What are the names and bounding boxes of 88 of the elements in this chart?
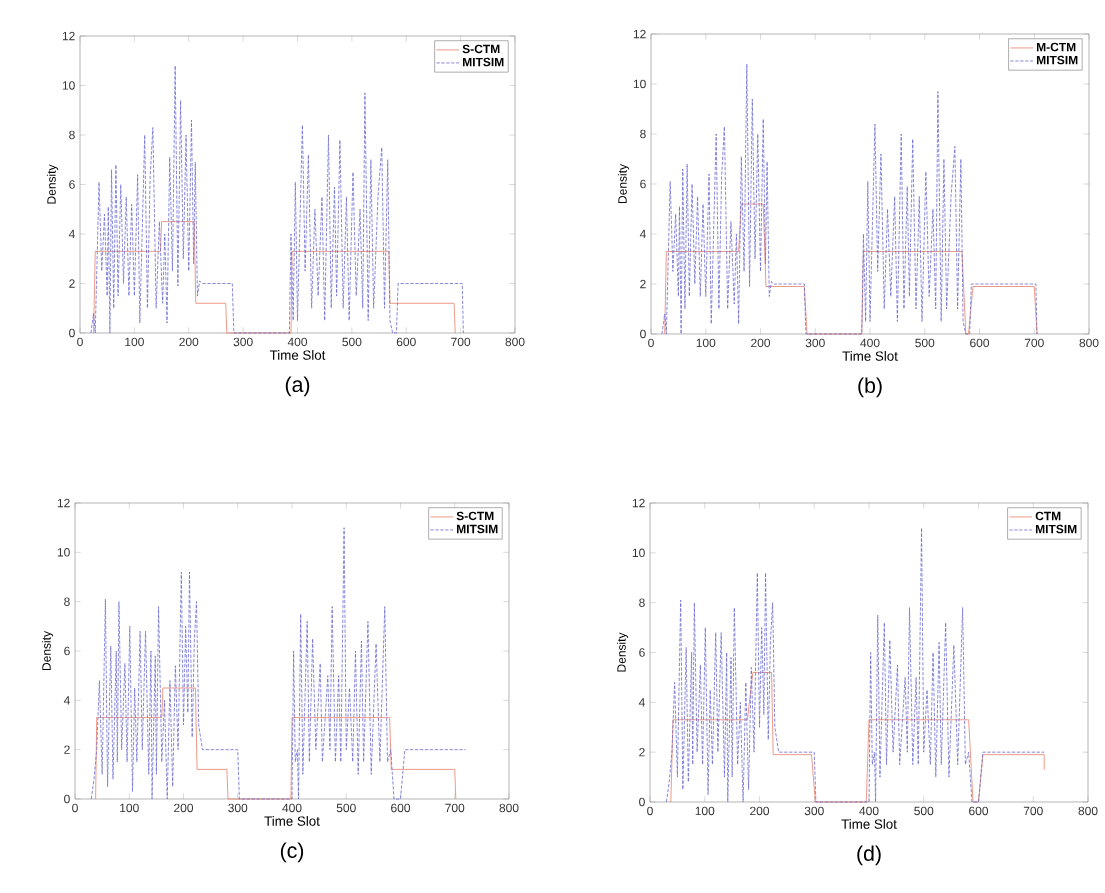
y-tick-label: 12	[632, 498, 645, 508]
x-tick-label: 600	[969, 806, 989, 816]
legend-label: MITSIM	[463, 57, 504, 67]
y-tick-label: 0	[69, 328, 75, 338]
legend-label: S-CTM	[456, 511, 494, 521]
x-tick-label: 800	[505, 337, 525, 347]
x-tick-label: 300	[804, 806, 824, 816]
x-tick-label: 700	[1023, 806, 1043, 816]
x-tick-label: 300	[805, 338, 825, 348]
y-tick-label: 12	[57, 498, 70, 508]
y-tick-label: 4	[63, 696, 70, 705]
x-tick-label: 200	[174, 803, 194, 813]
x-tick-label: 500	[915, 338, 935, 348]
x-tick-label: 500	[914, 806, 934, 816]
x-tick-label: 600	[391, 803, 411, 813]
line-series	[93, 221, 456, 334]
x-tick-label: 400	[282, 803, 302, 813]
x-tick-label: 200	[179, 337, 199, 347]
x-axis-title: Time Slot	[842, 351, 898, 361]
text: (d)	[857, 845, 881, 866]
y-tick-label: 4	[638, 698, 645, 707]
y-tick-label: 8	[640, 129, 646, 139]
x-tick-label: 100	[696, 338, 716, 348]
x-tick-label: 800	[1078, 806, 1098, 816]
x-axis-title: Time Slot	[841, 819, 897, 829]
y-tick-label: 10	[57, 548, 70, 557]
x-axis-title: Time Slot	[264, 816, 320, 826]
x-tick-label: 700	[445, 803, 465, 813]
x-tick-label: 0	[77, 337, 83, 347]
y-tick-label: 0	[640, 329, 646, 339]
legend-label: S-CTM	[462, 44, 500, 54]
legend-label: MITSIM	[1036, 55, 1078, 65]
x-tick-label: 400	[860, 338, 880, 348]
x-tick-label: 700	[451, 337, 471, 347]
legend-label: MITSIM	[457, 524, 498, 534]
y-tick-label: 6	[69, 180, 75, 189]
line-series	[670, 672, 1045, 803]
x-tick-label: 300	[233, 337, 253, 347]
y-tick-label: 4	[639, 229, 646, 239]
y-tick-label: 10	[62, 81, 75, 90]
x-tick-label: 300	[228, 803, 248, 813]
line-series	[95, 687, 457, 800]
x-tick-label: 0	[648, 338, 654, 348]
y-axis-title: Density	[617, 164, 630, 204]
y-axis-title: Density	[41, 631, 54, 671]
y-tick-label: 12	[633, 29, 646, 39]
y-tick-label: 4	[68, 229, 75, 239]
x-tick-label: 100	[120, 803, 139, 813]
y-tick-label: 6	[639, 648, 645, 657]
y-tick-label: 8	[64, 597, 70, 606]
x-tick-label: 100	[125, 337, 144, 347]
x-tick-label: 200	[751, 338, 771, 348]
legend-label: M-CTM	[1036, 42, 1076, 52]
x-axis-title: Time Slot	[269, 350, 326, 360]
x-tick-label: 800	[499, 803, 519, 813]
y-axis-title: Density	[46, 164, 59, 204]
x-tick-label: 500	[336, 803, 356, 813]
y-tick-label: 2	[639, 747, 645, 757]
y-tick-label: 6	[640, 179, 646, 189]
line-series	[90, 65, 464, 334]
y-tick-label: 6	[64, 646, 70, 656]
y-tick-label: 12	[62, 31, 75, 41]
x-tick-label: 600	[970, 338, 990, 348]
y-tick-label: 2	[64, 745, 70, 754]
y-tick-label: 2	[69, 279, 75, 288]
text: (c)	[280, 842, 304, 863]
x-tick-label: 600	[396, 337, 416, 347]
y-tick-label: 8	[639, 598, 645, 607]
line-series	[661, 63, 1038, 335]
y-tick-label: 10	[633, 79, 646, 89]
text: (a)	[285, 376, 310, 397]
y-axis-title: Density	[616, 632, 629, 672]
x-tick-label: 700	[1024, 338, 1044, 348]
line-series	[664, 203, 1038, 335]
y-tick-label: 10	[632, 548, 645, 558]
x-tick-label: 400	[287, 337, 308, 347]
legend-label: CTM	[1035, 511, 1061, 521]
y-tick-label: 8	[69, 130, 75, 140]
text: (b)	[858, 377, 882, 398]
y-tick-label: 0	[64, 794, 70, 804]
legend-label: MITSIM	[1035, 524, 1077, 534]
x-tick-label: 500	[342, 337, 362, 347]
x-tick-label: 400	[859, 806, 879, 816]
y-tick-label: 2	[640, 279, 646, 289]
x-tick-label: 0	[647, 806, 653, 816]
x-tick-label: 100	[695, 806, 715, 816]
x-tick-label: 200	[750, 806, 770, 816]
x-tick-label: 800	[1079, 338, 1099, 348]
